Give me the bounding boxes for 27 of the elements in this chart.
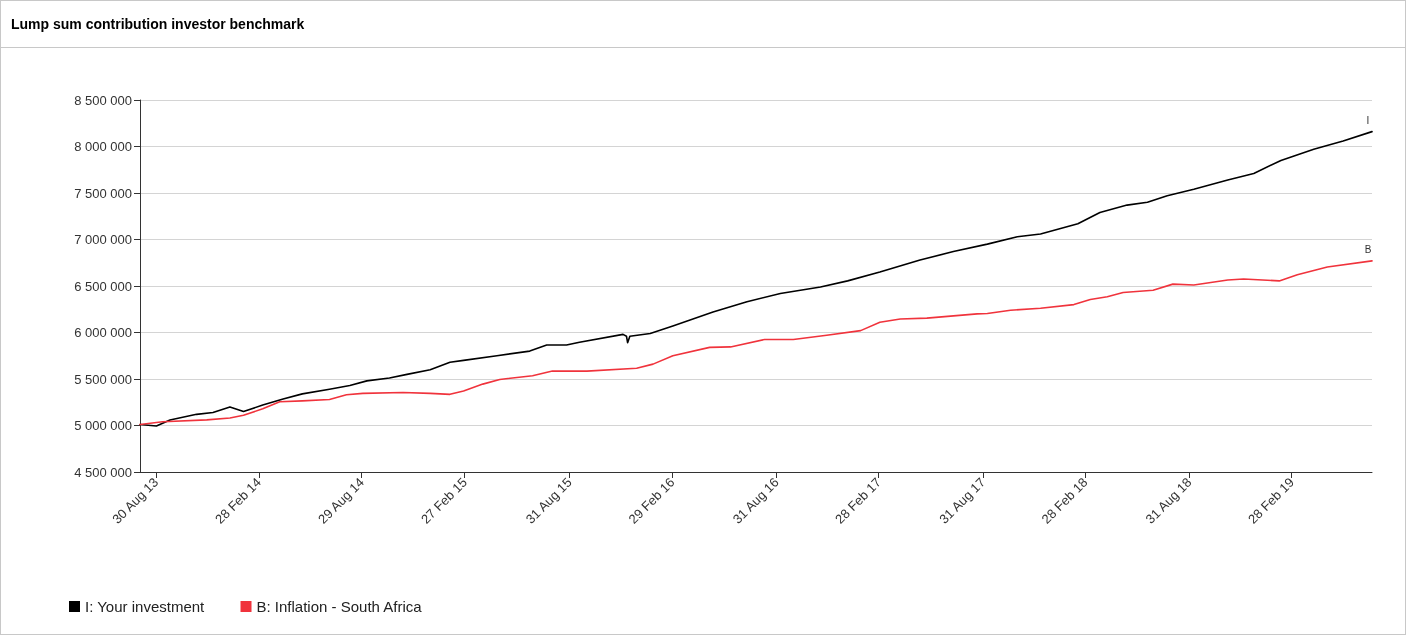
y-tick-label: 6 000 000 (74, 325, 132, 340)
legend-label: I: Your investment (85, 598, 206, 615)
y-tick-label: 6 500 000 (74, 278, 132, 294)
line-series (139, 260, 1373, 426)
x-tick-label: 29 Feb 16 (625, 474, 678, 527)
y-tick-label: 8 000 000 (74, 139, 132, 154)
y-tick-label: 5 500 000 (74, 371, 132, 387)
x-tick-label: 27 Feb 15 (418, 474, 470, 527)
y-tick-label: 7 500 000 (74, 185, 132, 201)
x-tick-label: 31 Aug 16 (729, 474, 782, 527)
x-tick-label: 31 Aug 15 (522, 474, 575, 527)
x-tick-label: 31 Aug 18 (1142, 474, 1195, 527)
y-tick-label: 7 000 000 (74, 232, 132, 247)
x-tick-label: 31 Aug 17 (936, 474, 989, 527)
annotation: I (1366, 115, 1370, 127)
x-tick-label: 28 Feb 14 (212, 474, 265, 527)
y-tick-label: 8 500 000 (74, 92, 132, 108)
line-series (139, 130, 1373, 427)
y-tick-label: 4 500 000 (74, 464, 132, 480)
x-tick-label: 28 Feb 18 (1038, 474, 1091, 527)
x-tick-label: 28 Feb 19 (1245, 474, 1297, 527)
chart-title: Lump sum contribution investor benchmark (1, 1, 1405, 48)
annotation: B (1364, 244, 1372, 256)
x-tick-label: 29 Aug 14 (315, 474, 368, 527)
x-tick-label: 28 Feb 17 (832, 474, 885, 527)
legend-label: B: Inflation - South Africa (256, 598, 423, 615)
y-tick-label: 5 000 000 (74, 418, 132, 433)
